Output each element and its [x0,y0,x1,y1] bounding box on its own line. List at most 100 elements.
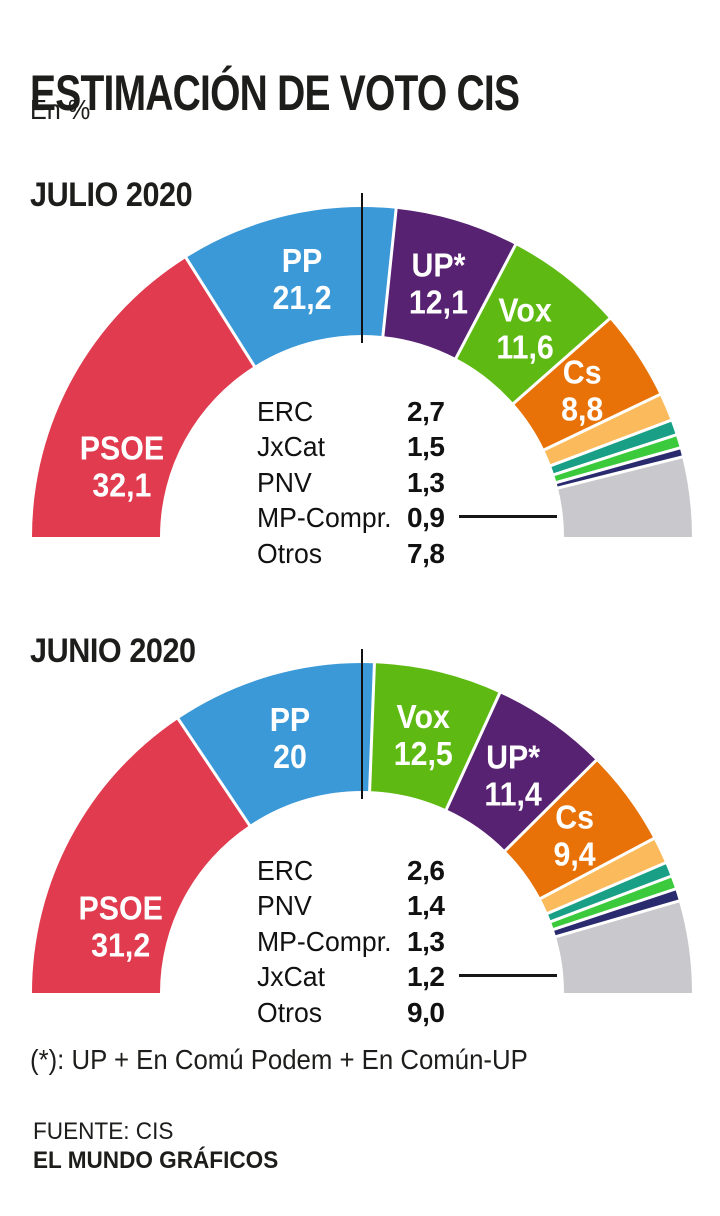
page-title: ESTIMACIÓN DE VOTO CIS [30,64,520,121]
legend-value: 1,2 [407,961,445,993]
svg-text:11,6: 11,6 [496,328,553,365]
legend-row-otros: Otros 9,0 [257,995,537,1031]
svg-text:Cs: Cs [555,798,594,835]
legend-row-mp-compr: MP-Compr. 0,9 [257,501,537,537]
slice-separator [511,316,612,406]
legend-party-label: ERC [257,854,314,886]
legend-value: 7,8 [407,537,445,569]
slice-separator [381,207,398,338]
slice-separator [176,717,252,827]
slice-separator [444,691,502,811]
svg-text:UP*: UP* [486,738,541,775]
slice-label-up: UP*11,4 [484,738,542,812]
slice-erc [540,838,666,914]
legend-party-label: Otros [257,537,323,569]
slice-separator [503,758,598,853]
slice-cs [505,760,654,899]
slice-separator [552,887,677,932]
svg-text:Vox: Vox [498,291,552,328]
slice-separator [549,874,673,924]
legend-value: 9,0 [407,996,445,1028]
svg-text:Vox: Vox [397,698,451,735]
slice-mp-compr [556,447,683,488]
legend-party-label: MP-Compr. [257,502,392,534]
legend-value: 1,4 [407,890,445,922]
slice-up [446,693,597,851]
slice-cs [513,318,660,450]
slice-label-cs: Cs8,8 [561,353,603,427]
chart-title-julio-2020: JULIO 2020 [30,176,193,215]
legend-value: 0,9 [407,502,445,534]
svg-text:20: 20 [273,738,307,775]
legend-party-label: Otros [257,996,323,1028]
slice-up [382,208,516,359]
svg-text:32,1: 32,1 [92,466,151,503]
callout-line [459,974,557,977]
slice-otros [555,900,692,993]
slice-separator [556,455,684,490]
legend-row-pnv: PNV 1,3 [257,465,537,501]
legend-row-pnv: PNV 1,4 [257,889,537,925]
unit-label: En % [30,94,91,125]
legend-value: 1,3 [407,466,445,498]
svg-text:PP: PP [282,242,322,279]
svg-text:12,1: 12,1 [409,283,468,320]
svg-text:12,5: 12,5 [394,735,453,772]
slice-label-cs: Cs9,4 [554,798,597,872]
slice-separator [538,836,656,901]
slice-psoe [32,257,255,537]
slice-jxcat [550,420,676,475]
asterisk-footnote: (*): UP + En Comú Podem + En Común-UP [30,1044,528,1075]
svg-text:9,4: 9,4 [554,835,597,872]
slice-separator [554,899,681,939]
slice-separator [549,418,673,468]
svg-text:31,2: 31,2 [91,926,150,963]
legend-row-jxcat: JxCat 1,2 [257,960,537,996]
legend-party-label: PNV [257,466,312,498]
slice-vox [369,663,500,810]
legend-row-jxcat: JxCat 1,5 [257,430,537,466]
svg-text:Cs: Cs [563,353,602,390]
chart-title-junio-2020: JUNIO 2020 [30,632,196,671]
svg-text:PSOE: PSOE [79,889,163,926]
slice-pnv [554,435,680,483]
svg-text:PP: PP [270,701,310,738]
legend-row-mp-compr: MP-Compr. 1,3 [257,924,537,960]
legend-julio: ERC 2,7 JxCat 1,5 PNV 1,3 MP-Compr. 0,9 Otros 7,8 [257,394,537,572]
slice-separator [552,433,678,477]
legend-party-label: JxCat [257,431,325,463]
svg-text:PSOE: PSOE [80,429,164,466]
legend-value: 2,6 [407,854,445,886]
credit-el-mundo-graficos: EL MUNDO GRÁFICOS [33,1147,279,1174]
slice-separator [454,243,518,360]
svg-text:11,4: 11,4 [484,775,542,812]
source-label: FUENTE: CIS [33,1118,174,1145]
legend-party-label: PNV [257,890,312,922]
slice-pnv [547,862,671,922]
slice-mp-compr [550,876,676,930]
legend-party-label: JxCat [257,961,325,993]
legend-value: 2,7 [407,395,445,427]
slice-otros [557,456,692,537]
slice-separator [368,662,376,793]
slice-label-up: UP*12,1 [409,246,468,320]
slice-pp [186,207,397,367]
legend-party-label: MP-Compr. [257,925,392,957]
svg-text:8,8: 8,8 [561,390,603,427]
legend-value: 1,3 [407,925,445,957]
slice-separator [555,446,682,485]
slice-jxcat [553,889,679,937]
svg-text:21,2: 21,2 [272,279,331,316]
slice-pp [178,663,375,826]
svg-text:UP*: UP* [411,246,466,283]
slice-separator [542,392,662,452]
slice-vox [455,244,610,404]
slice-erc [544,394,671,466]
